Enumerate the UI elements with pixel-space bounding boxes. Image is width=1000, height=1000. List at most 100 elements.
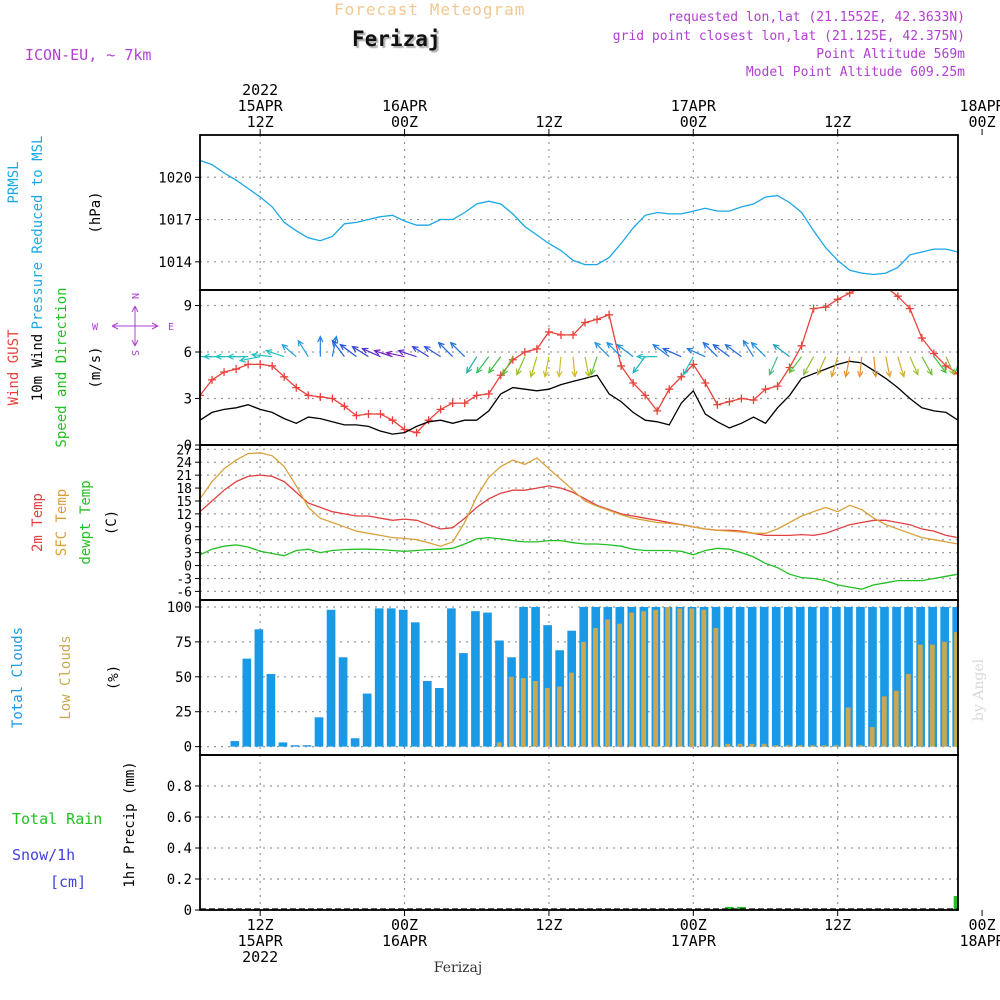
low-clouds-bar	[797, 745, 803, 747]
wind-arrow	[682, 356, 694, 375]
wind-arrow-head	[529, 370, 536, 378]
wind-arrow-head	[843, 370, 850, 379]
total-clouds-bar	[447, 608, 456, 747]
wind-arrow-head	[411, 345, 419, 353]
compass-n: N	[129, 293, 140, 299]
total-clouds-bar	[435, 687, 444, 747]
panel-label-wind-2: Speed and Direction	[54, 287, 70, 447]
gust-marker	[665, 385, 674, 394]
low-clouds-bar	[845, 707, 851, 747]
total-clouds-bar	[892, 606, 901, 747]
prmsl-line	[200, 159, 958, 276]
total-rain-bar	[978, 905, 987, 910]
y-tick-label: 75	[175, 635, 192, 651]
wind-arrow-head	[899, 370, 906, 378]
y-tick-label: 3	[184, 392, 192, 408]
gust-marker	[364, 410, 373, 418]
gust-marker	[978, 387, 986, 395]
wind-arrow	[768, 356, 779, 375]
wind-arrow-head	[281, 343, 289, 351]
wind-arrow-head	[966, 345, 972, 350]
total-clouds-bar	[988, 607, 997, 747]
wind-arrow-head	[750, 341, 758, 349]
wind-arrow-head	[423, 345, 431, 353]
x-tick-label-top: 00Z	[969, 113, 996, 131]
wind-arrow	[476, 356, 490, 374]
x-tick-label-bottom: 12Z	[247, 916, 274, 934]
low-clouds-bar	[581, 641, 586, 747]
y-tick-label: 12	[176, 508, 192, 523]
low-clouds-bar	[749, 743, 755, 747]
total-clouds-bar	[519, 606, 528, 747]
gust-marker	[256, 360, 265, 369]
low-clouds-bar	[617, 623, 622, 747]
wind-arrow-head	[584, 370, 592, 379]
low-clouds-bar	[918, 644, 923, 747]
wind-arrow-head	[542, 370, 550, 379]
panel-frame	[199, 754, 959, 911]
total-clouds-label: Total Clouds	[10, 627, 26, 728]
gust-marker	[316, 392, 325, 401]
y-tick-label: 18	[176, 482, 192, 497]
y-tick-label: 50	[175, 670, 192, 686]
low-clouds-bar	[545, 687, 550, 747]
wind-arrow-head	[772, 343, 780, 351]
total-clouds-bar	[880, 606, 889, 747]
wind-arrow-head	[857, 370, 864, 379]
gust-marker	[773, 382, 782, 391]
wind-arrow	[558, 356, 562, 377]
low-clouds-bar	[629, 612, 635, 747]
low-clouds-bar	[677, 608, 683, 747]
panel-label-temp-1: SFC Temp	[54, 489, 70, 556]
x-tick-label-bottom: 16APR	[382, 932, 428, 950]
panel-frame	[199, 134, 959, 291]
gust-marker	[532, 344, 541, 353]
gust-marker	[352, 411, 361, 420]
total-rain-bar	[953, 896, 958, 910]
wind-arrow	[424, 346, 441, 358]
y-tick-label: 15	[176, 495, 192, 510]
y-tick-label: 3	[184, 547, 192, 562]
total-clouds-bar	[422, 680, 432, 747]
wind-arrow	[594, 342, 610, 358]
y-tick-label: 1020	[158, 170, 192, 186]
panel-label-temp-2: dewpt Temp	[78, 480, 94, 564]
wind-arrow	[982, 357, 994, 373]
total-clouds-bar	[832, 606, 841, 747]
gust-marker	[376, 410, 385, 418]
panel-label-wind-0: Wind GUST	[6, 329, 22, 405]
gust-marker	[605, 310, 614, 319]
low-clouds-bar	[809, 745, 815, 747]
wind-arrow	[488, 356, 502, 374]
low-clouds-bar	[641, 611, 647, 747]
wind-arrow	[516, 356, 526, 375]
wind-arrow-head	[202, 353, 210, 360]
total-clouds-bar	[795, 606, 805, 747]
wind-arrow	[921, 356, 933, 375]
y-tick-label: 0	[184, 903, 192, 919]
low-clouds-bar	[713, 627, 719, 747]
wind-arrow	[297, 340, 309, 357]
wind-arrow	[584, 356, 590, 377]
gust-marker	[424, 416, 433, 425]
y-tick-label: 100	[167, 600, 192, 616]
wind-arrow	[386, 352, 405, 358]
gust-marker	[833, 295, 842, 304]
wind-arrow-head	[682, 368, 689, 376]
total-clouds-bar	[483, 612, 492, 747]
gust-marker	[954, 369, 958, 378]
wind-arrow	[845, 356, 851, 377]
frame-layer	[195, 129, 983, 916]
gust-marker	[200, 391, 204, 400]
x-tick-label-bottom: 17APR	[671, 932, 717, 950]
gust-marker	[412, 428, 421, 437]
panel-clouds-plot	[230, 606, 997, 747]
wind-arrow	[859, 356, 863, 377]
gust-marker	[893, 292, 902, 301]
total-clouds-bar	[820, 606, 829, 747]
wind-arrow	[450, 342, 466, 358]
gust-marker	[966, 382, 974, 390]
y-tick-label: 6	[184, 345, 192, 361]
total-clouds-bar	[410, 622, 420, 747]
wind-arrow-head	[339, 343, 347, 351]
